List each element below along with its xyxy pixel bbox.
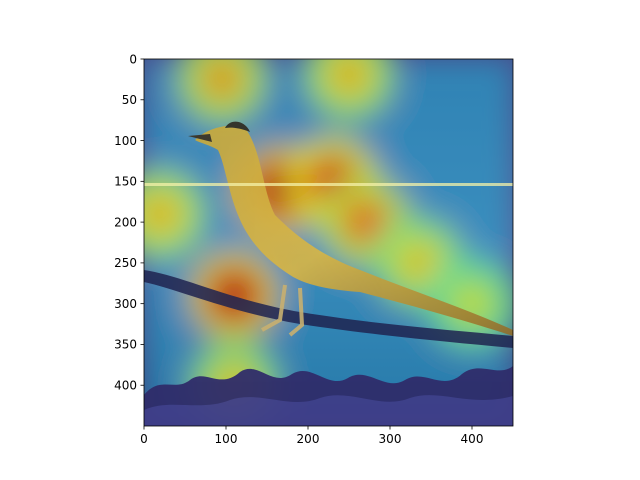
- plot-area: [144, 59, 513, 426]
- y-tick-label: 200: [114, 215, 137, 229]
- heatmap-overlay: [144, 59, 513, 426]
- heat-spot: [404, 248, 433, 277]
- y-tick-label: 400: [114, 379, 137, 393]
- shrubs: [144, 366, 513, 426]
- plot-frame: [143, 58, 514, 427]
- y-tick-label: 300: [114, 297, 137, 311]
- y-tick-label: 0: [129, 52, 137, 66]
- x-tick-label: 100: [215, 432, 238, 446]
- y-axis: 0 50 100 150 200 250 300 350 400: [114, 52, 144, 393]
- x-tick-label: 300: [379, 432, 402, 446]
- heat-spot: [335, 61, 363, 90]
- y-tick-label: 100: [114, 134, 137, 148]
- heat-spot: [207, 65, 236, 94]
- y-tick-label: 150: [114, 175, 137, 189]
- y-tick-label: 250: [114, 256, 137, 270]
- heat-spot: [351, 208, 380, 237]
- x-tick-label: 400: [461, 432, 484, 446]
- branch: [144, 270, 513, 348]
- y-tick-label: 350: [114, 338, 137, 352]
- y-tick-label: 50: [122, 93, 137, 107]
- roadrunner: [188, 121, 513, 337]
- x-tick-label: 0: [140, 432, 148, 446]
- heat-spot: [146, 199, 175, 228]
- x-axis: 0 100 200 300 400: [140, 426, 483, 446]
- x-tick-label: 200: [297, 432, 320, 446]
- horizon-line: [144, 183, 513, 186]
